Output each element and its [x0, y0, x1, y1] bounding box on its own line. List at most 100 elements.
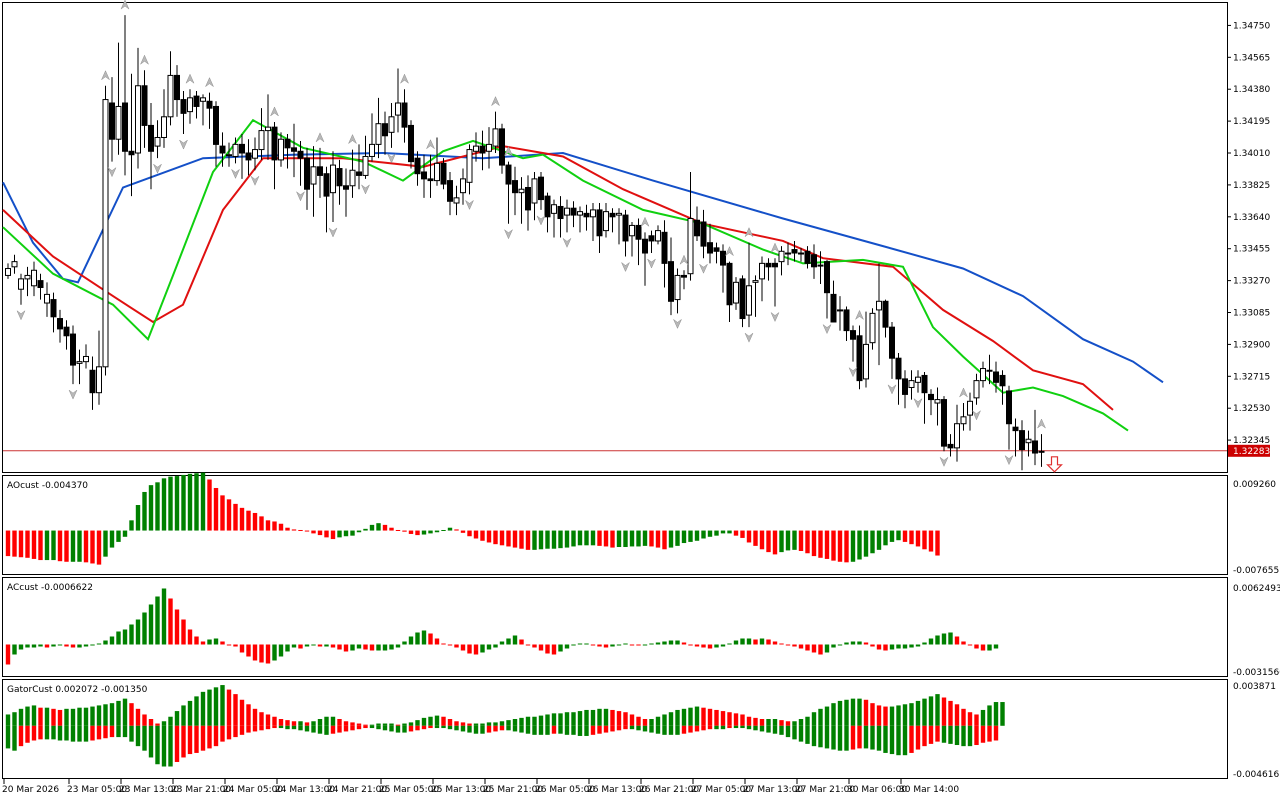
aocust-bar [18, 530, 24, 558]
gator-lower-bar [577, 725, 583, 736]
accust-bar [226, 644, 232, 646]
candle [921, 374, 928, 394]
aocust-bar [259, 516, 264, 531]
gator-lower-bar [558, 725, 563, 734]
aocust-bar [395, 529, 401, 531]
aocust-bar [278, 523, 284, 531]
gator-upper-bar [889, 706, 895, 726]
gator-upper-bar [519, 717, 524, 726]
accust-bar [298, 644, 303, 649]
ac-indicator-panel[interactable] [2, 577, 1228, 677]
accust-bar [980, 644, 986, 651]
gator-upper-bar [987, 705, 992, 726]
aocust-bar [499, 530, 505, 546]
price-tick-label: 1.33270 [1233, 277, 1270, 287]
gator-upper-bar [512, 718, 518, 726]
accust-bar [616, 644, 622, 646]
accust-bar [428, 633, 433, 645]
accust-bar [493, 644, 498, 648]
candle [531, 178, 538, 204]
gator-upper-bar [129, 703, 134, 726]
gator-lower-bar [584, 725, 589, 736]
time-tick-label: 25 Mar 05:00 [379, 785, 439, 795]
fractal-down-icon [250, 175, 260, 186]
gator-upper-bar [116, 700, 121, 726]
accust-bar [77, 644, 82, 648]
price-tick-label: 1.32345 [1233, 436, 1270, 446]
candle [505, 164, 512, 185]
gator-upper-bar [551, 713, 557, 726]
candle [700, 221, 707, 247]
aocust-bar [467, 530, 472, 537]
gator-lower-bar [103, 725, 108, 739]
gator-upper-bar [194, 696, 199, 726]
fractal-up-icon [640, 216, 650, 228]
gator-upper-bar [259, 712, 264, 726]
gator-lower-bar [161, 725, 167, 767]
gator-lower-bar [597, 725, 602, 734]
accust-bar [317, 644, 323, 647]
candle [596, 209, 603, 237]
gator-lower-bar [603, 725, 609, 733]
gator-upper-bar [915, 700, 921, 726]
gator-upper-bar [694, 706, 700, 726]
accust-bar [512, 635, 518, 645]
aocust-bar [766, 530, 771, 553]
candle [356, 171, 362, 176]
gator-lower-bar [525, 725, 531, 734]
candle [200, 97, 206, 102]
accust-bar [564, 644, 570, 649]
fractal-up-icon [139, 54, 150, 66]
gator-lower-bar [876, 725, 882, 751]
candle [752, 280, 759, 283]
accust-bar [25, 644, 30, 648]
aocust-bar [252, 512, 258, 531]
aocust-bar [928, 530, 934, 552]
current-price-label: 1.32283 [1233, 447, 1270, 457]
accust-bar [876, 644, 882, 650]
accust-bar [369, 644, 375, 651]
gator-lower-bar [948, 725, 953, 744]
candle [369, 143, 375, 157]
gator-upper-bar [454, 721, 459, 726]
accust-bar [753, 639, 758, 645]
price-tick-label: 1.33825 [1233, 181, 1270, 191]
accust-bar [480, 644, 485, 653]
time-tick-label: 20 Mar 2026 [2, 785, 59, 795]
accust-bar [109, 636, 115, 645]
aocust-bar [798, 530, 804, 551]
gator-upper-bar [493, 722, 498, 726]
candle [395, 102, 401, 116]
aocust-bar [623, 530, 628, 548]
candle [109, 102, 115, 140]
aocust-bar [636, 530, 641, 547]
gator-upper-bar [155, 723, 160, 726]
ao-indicator-panel[interactable] [2, 475, 1228, 575]
gator-indicator-panel[interactable] [2, 679, 1228, 779]
candle [583, 212, 590, 218]
gator-lower-bar [304, 725, 310, 732]
candle [213, 105, 219, 145]
gator-lower-bar [51, 725, 56, 740]
gator-upper-bar [220, 685, 225, 726]
aocust-bar [519, 530, 524, 549]
accust-bar [506, 638, 511, 645]
accust-bar [454, 644, 459, 648]
gator-upper-bar [928, 696, 934, 726]
gator-lower-bar [779, 725, 784, 735]
aocust-bar [356, 530, 362, 533]
aocust-bar [876, 530, 882, 550]
gator-lower-bar [408, 725, 414, 732]
aocust-bar [616, 530, 622, 548]
main-price-panel[interactable] [2, 2, 1228, 473]
candle [908, 380, 915, 389]
candle [934, 399, 941, 404]
accust-bar [486, 644, 492, 650]
accust-bar [896, 644, 901, 649]
accust-bar [792, 644, 797, 647]
candle [122, 102, 128, 152]
accust-bar [636, 644, 641, 646]
gator-lower-bar [941, 725, 947, 743]
accust-bar [785, 644, 791, 646]
ac-histogram [5, 588, 999, 665]
